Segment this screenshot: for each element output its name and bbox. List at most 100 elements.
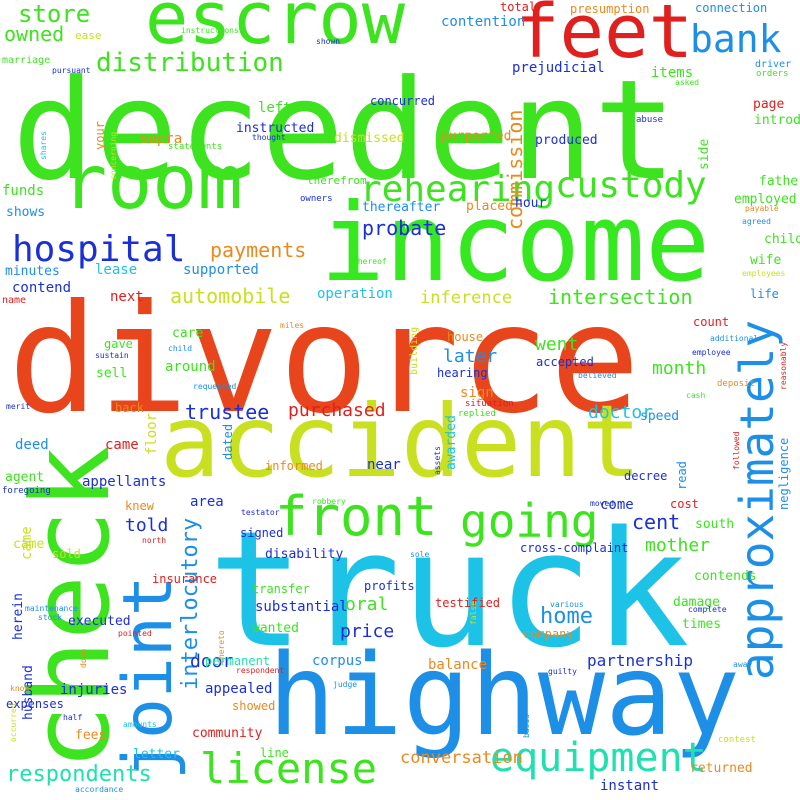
word: total [500,0,537,14]
word: minutes [5,264,60,279]
word: moved [590,499,615,508]
word: awarded [444,415,459,470]
word: company [523,627,574,641]
word: statements [168,142,223,152]
word: down [79,648,88,668]
word: room [62,138,243,226]
word: placed [466,199,513,214]
word: pursuant [52,66,91,75]
word: marriage [2,55,51,66]
word: know [10,684,30,693]
word: wanted [252,621,299,636]
word: agreed [742,217,771,226]
word: told [125,515,169,536]
word: sign [460,385,494,401]
word: probate [362,216,447,240]
word: times [682,617,722,632]
word: stock [38,613,63,622]
word: partnership [587,651,693,670]
word: license [200,744,378,793]
word: mother [645,535,711,556]
word: concurred [370,94,436,108]
word: bank [690,17,782,61]
word: produced [535,133,598,148]
word: ease [75,29,102,42]
word: followed [732,431,741,470]
word: abuse [636,115,664,125]
word: dated [221,423,235,460]
word: concerning [109,131,118,180]
word: testified [435,596,501,610]
word: count [693,315,730,329]
word: conversation [400,748,523,768]
word: employed [734,192,797,207]
word: introduced [754,113,800,128]
word: divorce [8,273,641,447]
word: cross-complaint [520,541,629,555]
word: foregoing [2,486,51,496]
word: your [93,121,107,150]
word: sold [52,547,81,561]
word: going [460,494,599,548]
word: situation [465,399,514,409]
word: permanent [205,654,271,668]
word: knew [125,499,154,513]
word: respondent [236,666,285,675]
word: instructions [181,26,239,35]
word: highway [268,631,741,761]
word: care [172,326,204,341]
word: amounts [123,720,157,729]
word: left [258,100,292,116]
word: back [115,401,144,415]
word: children [764,232,800,247]
word: accident [160,383,642,500]
word: letter [133,747,180,762]
word: shows [6,205,46,220]
word: deposit [717,379,755,389]
word: purported [441,129,512,144]
word: north [142,536,167,545]
word: reasonably [779,341,788,390]
word: therefrom [307,174,367,187]
word: basis [522,713,531,738]
word: supra [140,131,183,147]
word: maintenance [25,604,78,613]
word: payments [210,238,307,262]
word: payable [745,204,779,213]
word: next [110,289,144,305]
word: lease [95,262,138,278]
word: judge [333,680,358,689]
word: fees [75,728,107,743]
word: expenses [6,697,64,711]
word: came [13,537,45,552]
word: operation [317,286,393,302]
word: believed [578,371,617,380]
word: come [600,497,634,513]
word: distribution [96,48,284,78]
word: month [652,358,707,379]
word: funds [2,183,45,199]
word: accordance [75,785,124,794]
word: robbery [312,497,346,506]
word: presumption [570,2,650,16]
word: herein [11,593,26,640]
word: cent [632,510,681,534]
word: owned [4,22,65,46]
word: prejudicial [512,60,605,76]
word: instant [600,778,660,794]
word: south [695,517,735,532]
word: sole [410,550,430,559]
word: signed [240,526,284,540]
word: went [535,334,579,355]
word: owners [300,194,333,204]
word: store [18,0,91,28]
word: thought [252,133,286,142]
word: agent [5,470,45,485]
word: orders [756,69,789,79]
word: deed [15,437,49,453]
word: door [190,651,234,672]
word: price [340,621,395,642]
word: house [447,330,484,344]
word: decedent [12,50,677,211]
